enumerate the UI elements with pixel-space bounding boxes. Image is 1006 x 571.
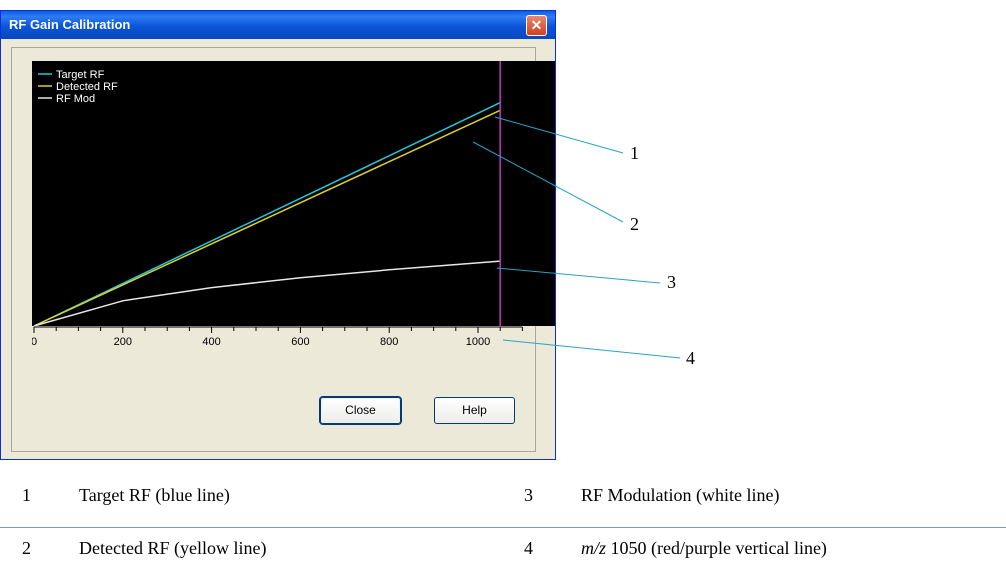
close-window-button[interactable]: ✕ bbox=[526, 15, 547, 36]
callout-line-1 bbox=[494, 116, 624, 154]
x-tick-label: 400 bbox=[202, 336, 220, 348]
legend-num-2: 2 bbox=[22, 538, 31, 558]
callout-4: 4 bbox=[686, 348, 695, 368]
callout-line-4 bbox=[502, 339, 681, 359]
close-button[interactable]: Close bbox=[320, 397, 401, 424]
window-title: RF Gain Calibration bbox=[9, 17, 131, 32]
x-tick-label: 0 bbox=[32, 336, 37, 348]
series-line-3 bbox=[33, 260, 501, 327]
legend-text-2: Detected RF (yellow line) bbox=[79, 538, 267, 558]
series-line-1 bbox=[33, 101, 501, 327]
legend-text-3: RF Modulation (white line) bbox=[581, 485, 780, 505]
series-line-2 bbox=[33, 109, 501, 327]
legend-label-3: RF Mod bbox=[56, 93, 95, 105]
x-tick-label: 600 bbox=[291, 336, 309, 348]
title-bar[interactable]: RF Gain Calibration ✕ bbox=[1, 11, 555, 39]
callout-3: 3 bbox=[667, 272, 676, 292]
mz-italic: m/z bbox=[581, 538, 607, 558]
legend-num-4: 4 bbox=[524, 538, 533, 558]
legend-num-1: 1 bbox=[22, 485, 31, 505]
legend-num-3: 3 bbox=[524, 485, 533, 505]
callout-2: 2 bbox=[630, 214, 639, 234]
close-icon: ✕ bbox=[530, 17, 543, 33]
callout-line-2 bbox=[472, 141, 624, 223]
callout-1: 1 bbox=[630, 143, 639, 163]
callout-line-3 bbox=[496, 267, 661, 284]
mz-rest: 1050 (red/purple vertical line) bbox=[606, 538, 827, 558]
help-button[interactable]: Help bbox=[434, 397, 515, 424]
x-tick-label: 1000 bbox=[466, 336, 490, 348]
plot-area bbox=[32, 61, 555, 326]
table-divider bbox=[0, 527, 1006, 528]
legend-label-2: Detected RF bbox=[56, 81, 118, 93]
legend-text-1: Target RF (blue line) bbox=[79, 485, 230, 505]
legend-label-1: Target RF bbox=[56, 69, 105, 81]
x-tick-label: 200 bbox=[114, 336, 132, 348]
legend-text-4: m/z 1050 (red/purple vertical line) bbox=[581, 538, 827, 559]
x-tick-label: 800 bbox=[380, 336, 398, 348]
